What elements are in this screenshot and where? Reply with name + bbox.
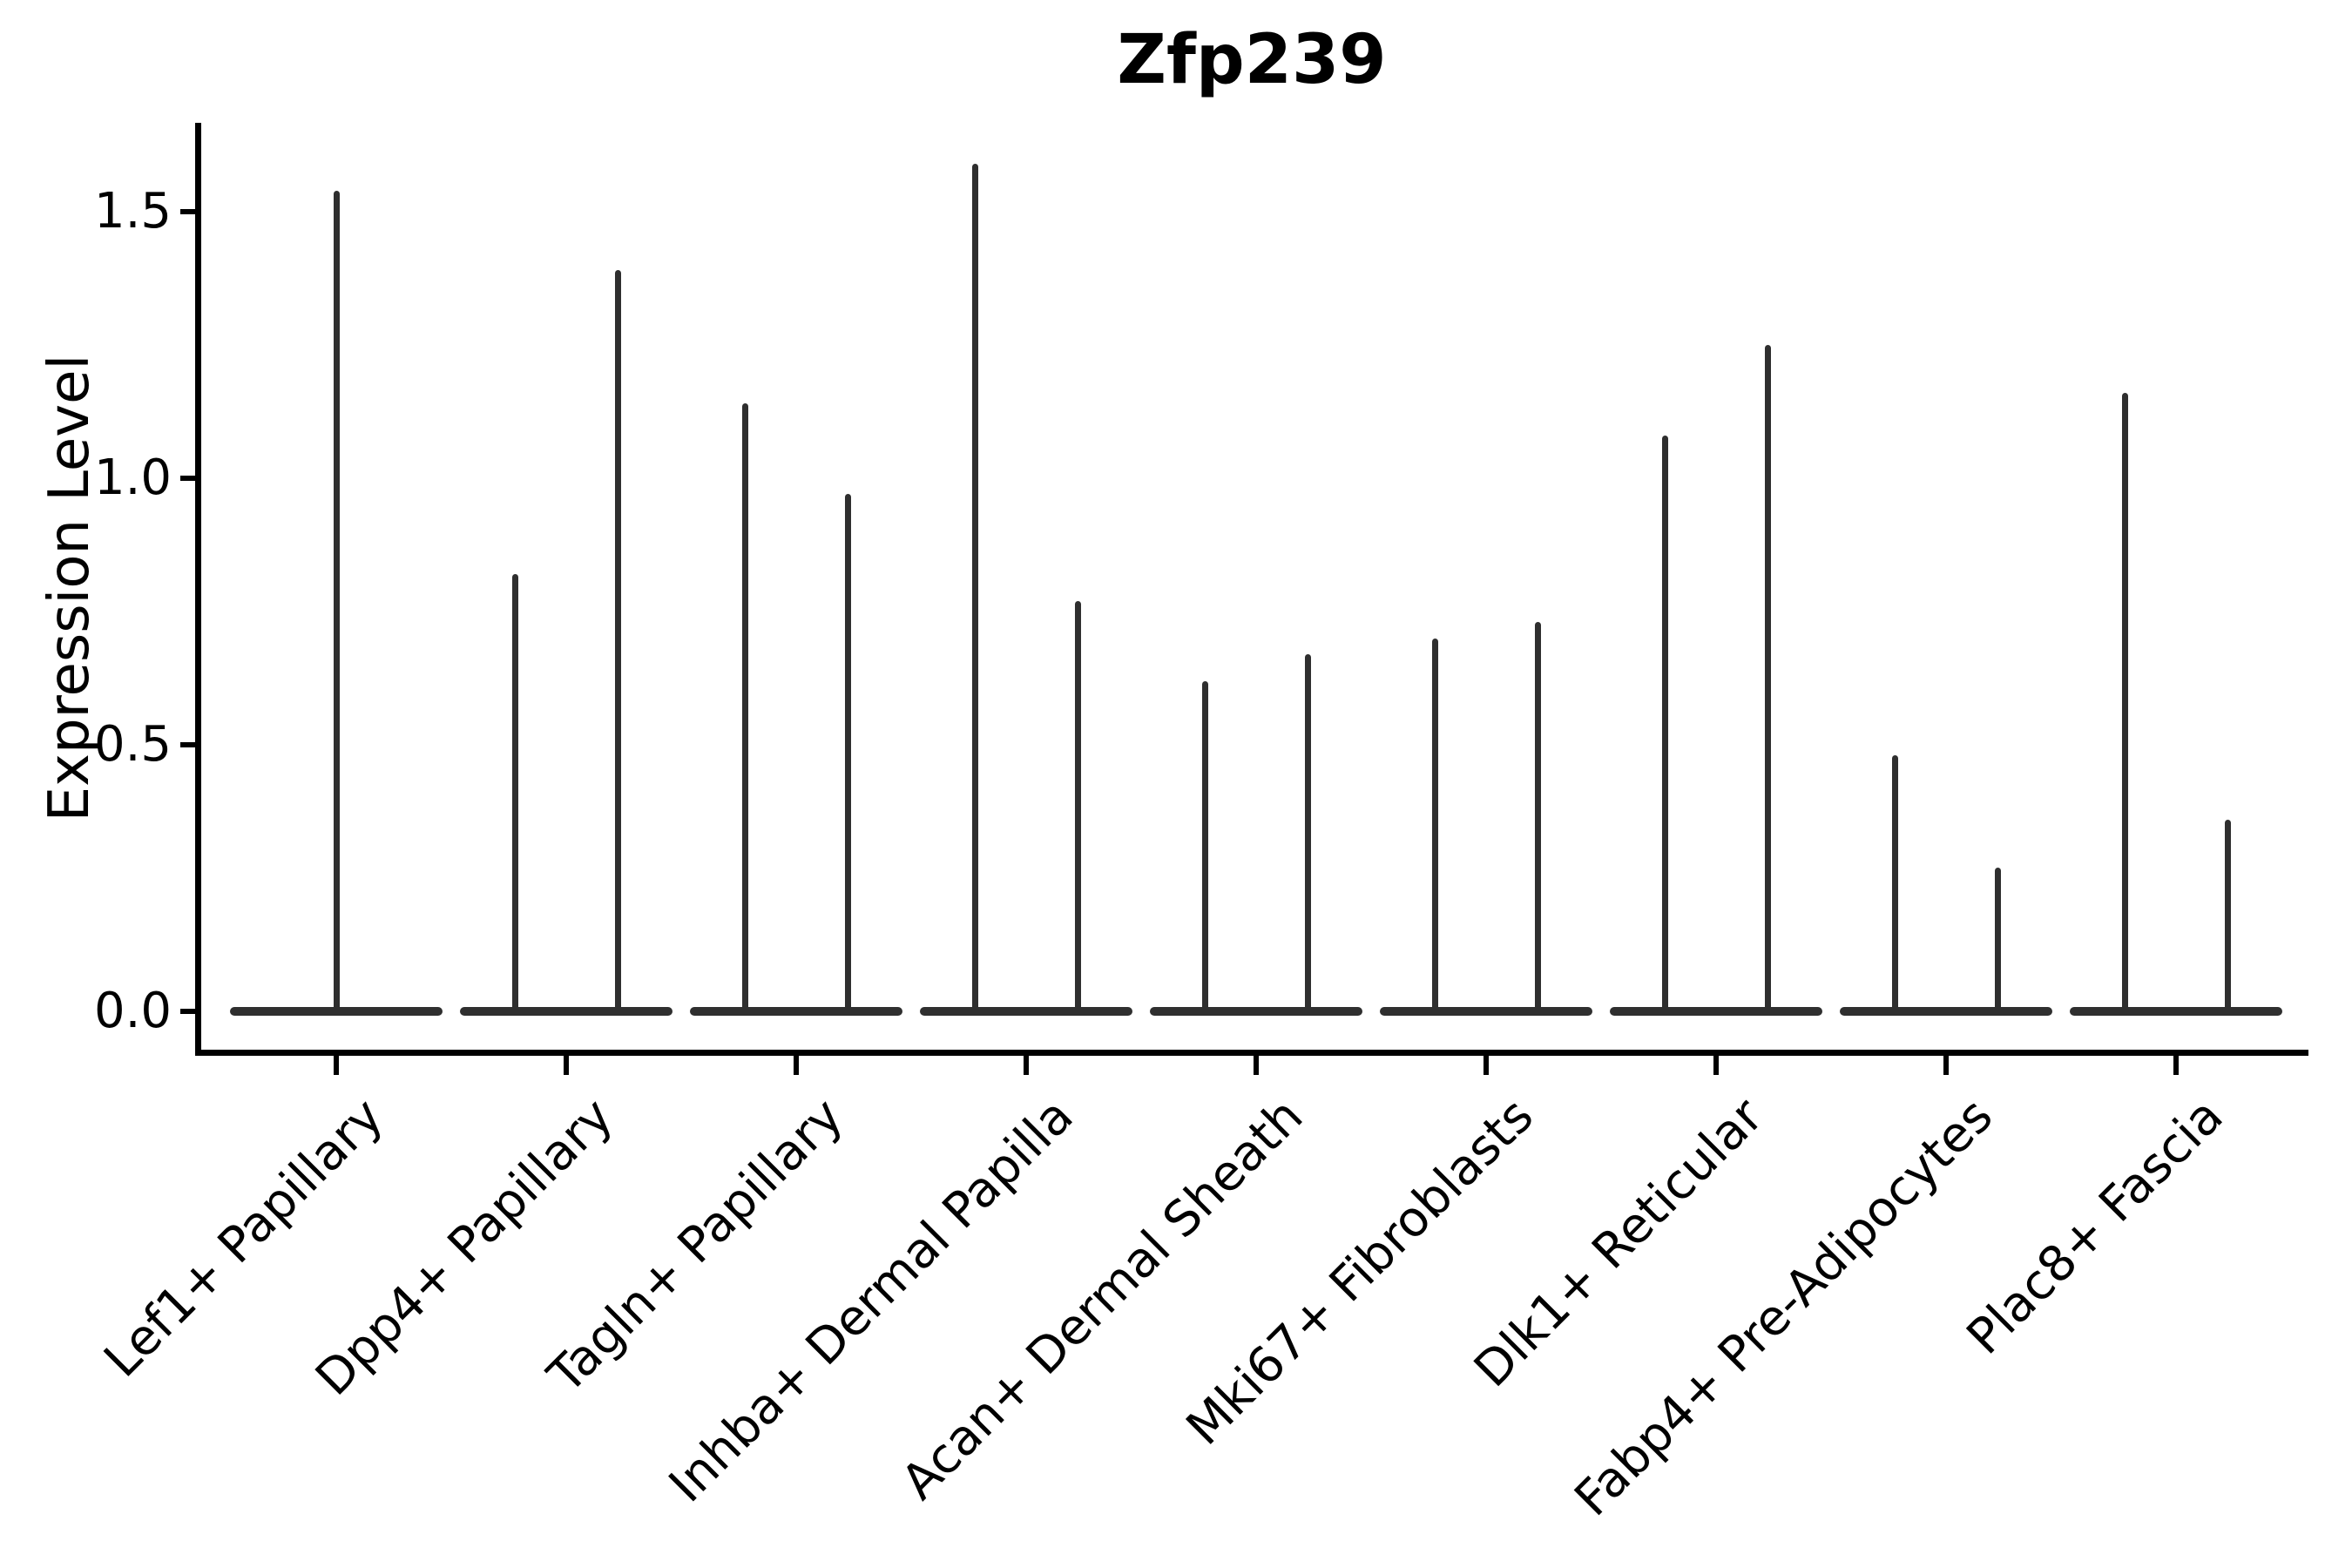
xtick-mark-1 [564, 1056, 569, 1075]
ytick-label-0.5: 0.5 [93, 716, 172, 773]
violin-base-0 [230, 1007, 443, 1016]
ytick-mark-1.0 [180, 476, 195, 481]
violin-spike-3-0 [972, 164, 978, 1011]
violin-spike-2-1 [845, 494, 851, 1011]
xtick-mark-7 [1943, 1056, 1949, 1075]
violin-spike-4-0 [1202, 681, 1208, 1011]
violin-spike-2-0 [742, 403, 748, 1011]
violin-spike-7-0 [1892, 755, 1898, 1011]
x-axis-line [195, 1050, 2308, 1056]
violin-base-7 [1840, 1007, 2052, 1016]
violin-spike-5-1 [1535, 622, 1541, 1011]
xtick-mark-4 [1254, 1056, 1259, 1075]
ytick-mark-0.5 [180, 742, 195, 747]
y-axis-line [195, 123, 201, 1056]
xtick-mark-0 [334, 1056, 339, 1075]
ytick-mark-1.5 [180, 209, 195, 214]
violin-spike-3-1 [1075, 601, 1081, 1011]
violin-spike-1-1 [615, 270, 621, 1011]
violin-spike-5-0 [1432, 639, 1438, 1011]
ytick-label-0.0: 0.0 [93, 983, 172, 1039]
xtick-mark-6 [1713, 1056, 1719, 1075]
violin-base-5 [1380, 1007, 1592, 1016]
xtick-mark-2 [794, 1056, 799, 1075]
violin-spike-4-1 [1305, 654, 1311, 1011]
violin-spike-6-0 [1662, 436, 1668, 1011]
chart-title: Zfp239 [1117, 21, 1387, 99]
violin-base-1 [460, 1007, 672, 1016]
xtick-label-3: Inhba+ Dermal Papilla [658, 1087, 1085, 1514]
ytick-label-1.5: 1.5 [93, 183, 172, 240]
violin-spike-8-1 [2225, 820, 2231, 1011]
violin-base-6 [1610, 1007, 1822, 1016]
violin-spike-8-0 [2122, 393, 2128, 1011]
ytick-mark-0.0 [180, 1009, 195, 1014]
violin-base-3 [920, 1007, 1132, 1016]
xtick-label-4: Acan+ Dermal Sheath [890, 1087, 1315, 1511]
xtick-mark-8 [2173, 1056, 2179, 1075]
ytick-label-1.0: 1.0 [93, 449, 172, 506]
violin-spike-7-1 [1995, 868, 2001, 1011]
xtick-mark-3 [1024, 1056, 1029, 1075]
violin-spike-1-0 [512, 574, 518, 1011]
violin-base-2 [690, 1007, 902, 1016]
violin-base-4 [1150, 1007, 1362, 1016]
violin-base-8 [2070, 1007, 2282, 1016]
xtick-mark-5 [1484, 1056, 1489, 1075]
xtick-label-7: Fabp4+ Pre-Adipocytes [1564, 1087, 2004, 1528]
violin-spike-6-1 [1765, 345, 1771, 1011]
violin-spike-0-0 [334, 191, 340, 1011]
